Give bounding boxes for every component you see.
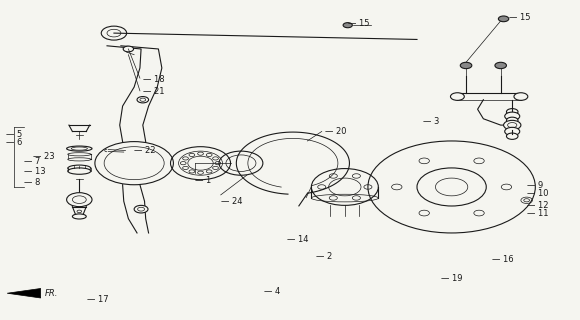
Circle shape <box>137 97 148 103</box>
Text: FR.: FR. <box>45 289 58 298</box>
Text: — 9: — 9 <box>527 181 543 190</box>
Text: — 3: — 3 <box>423 117 439 126</box>
Circle shape <box>506 117 518 124</box>
Polygon shape <box>7 288 41 298</box>
Text: — 4: — 4 <box>264 287 280 296</box>
Text: — 23: — 23 <box>33 152 55 161</box>
Circle shape <box>495 62 506 69</box>
Circle shape <box>67 193 92 207</box>
Text: — 2: — 2 <box>316 252 332 261</box>
Text: — 13: — 13 <box>24 167 46 176</box>
Circle shape <box>343 23 352 28</box>
Text: — 17: — 17 <box>87 295 108 304</box>
Text: — 21: — 21 <box>143 87 164 96</box>
Circle shape <box>506 133 518 140</box>
Text: — 1: — 1 <box>195 176 211 185</box>
Circle shape <box>461 62 472 69</box>
Text: — 24: — 24 <box>221 197 242 206</box>
Text: — 16: — 16 <box>492 255 514 264</box>
Ellipse shape <box>68 158 91 161</box>
Text: — 19: — 19 <box>441 275 463 284</box>
Text: — 7: — 7 <box>24 157 41 166</box>
Circle shape <box>134 205 148 213</box>
Circle shape <box>505 127 520 136</box>
Text: — 18: — 18 <box>143 75 165 84</box>
Circle shape <box>514 93 528 100</box>
Ellipse shape <box>68 165 91 172</box>
Text: — 6: — 6 <box>6 138 23 147</box>
Text: — 8: — 8 <box>24 178 41 187</box>
Circle shape <box>123 46 133 52</box>
Ellipse shape <box>72 214 86 219</box>
Ellipse shape <box>67 146 92 151</box>
Text: — 15: — 15 <box>348 19 369 28</box>
Text: — 22: — 22 <box>134 146 155 155</box>
Ellipse shape <box>68 153 91 156</box>
Text: — 10: — 10 <box>527 189 548 198</box>
Circle shape <box>505 112 520 120</box>
Text: — 20: — 20 <box>325 127 346 136</box>
Text: — 12: — 12 <box>527 202 548 211</box>
Text: — 15: — 15 <box>509 13 531 22</box>
Text: — 11: — 11 <box>527 209 548 219</box>
Circle shape <box>503 120 521 130</box>
Text: — 5: — 5 <box>6 130 22 139</box>
Text: — 14: — 14 <box>287 235 309 244</box>
Ellipse shape <box>68 168 91 174</box>
Circle shape <box>498 16 509 22</box>
Circle shape <box>451 93 465 100</box>
